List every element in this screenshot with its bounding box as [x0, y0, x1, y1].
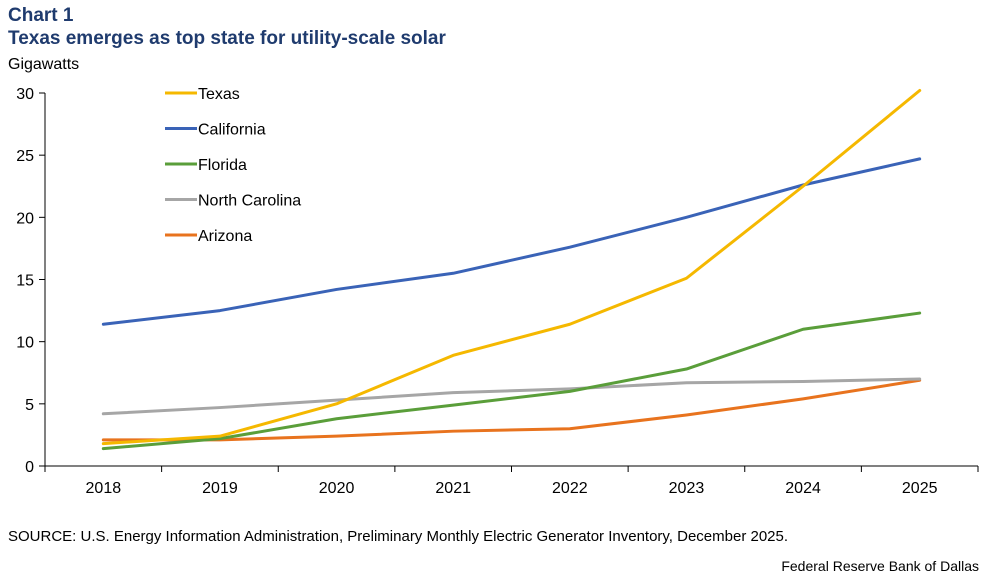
x-tick-label: 2022 [552, 480, 588, 497]
y-tick-label: 0 [25, 459, 34, 476]
series-line-arizona [101, 378, 922, 442]
legend: Texas California Florida North Carolina Ariz… [165, 86, 301, 245]
source-note: SOURCE: U.S. Energy Information Administ… [8, 528, 789, 545]
x-tick-label: 2019 [202, 480, 238, 497]
y-tick-label: 25 [16, 148, 34, 165]
y-axis-unit-label: Gigawatts [8, 56, 80, 73]
credit-note: Federal Reserve Bank of Dallas [781, 558, 979, 574]
x-tick-label: 2018 [86, 480, 122, 497]
y-tick-label: 30 [16, 86, 34, 103]
series-line-north-carolina [101, 377, 922, 416]
chart-title: Texas emerges as top state for utility-s… [8, 28, 446, 49]
y-tick-label: 5 [25, 397, 34, 414]
series-lines [101, 89, 922, 451]
x-tick-label: 2025 [902, 480, 938, 497]
x-tick-label: 2023 [669, 480, 705, 497]
y-tick-label: 10 [16, 335, 34, 352]
series-line-florida [101, 311, 922, 451]
y-tick-label: 15 [16, 273, 34, 290]
x-tick-label: 2024 [785, 480, 821, 497]
x-tick-label: 2021 [435, 480, 471, 497]
legend-label-florida: Florida [198, 157, 247, 174]
series-line-texas [101, 89, 922, 446]
legend-label-texas: Texas [198, 86, 240, 103]
x-tick-label: 2020 [319, 480, 355, 497]
legend-label-arizona: Arizona [198, 228, 252, 245]
legend-label-north-carolina: North Carolina [198, 193, 301, 210]
chart-label: Chart 1 [8, 5, 74, 26]
series-line-california [101, 157, 922, 326]
y-tick-label: 20 [16, 210, 34, 227]
legend-label-california: California [198, 122, 266, 139]
